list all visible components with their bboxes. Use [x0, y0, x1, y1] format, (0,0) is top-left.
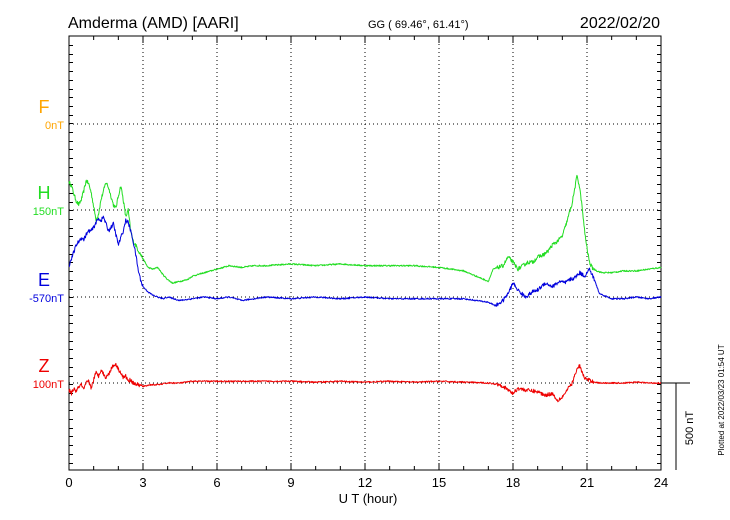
chart-date: 2022/02/20 — [580, 15, 660, 32]
series-letter-z: Z — [39, 356, 50, 376]
series-letter-e: E — [38, 270, 50, 290]
series-letter-f: F — [39, 97, 50, 117]
station-title: Amderma (AMD) [AARI] — [68, 15, 239, 32]
x-tick-label: 21 — [580, 475, 594, 490]
x-tick-label: 12 — [358, 475, 372, 490]
series-layer — [68, 174, 662, 403]
series-offset-h: 150nT — [33, 206, 64, 218]
scale-bar-label: 500 nT — [684, 411, 696, 446]
series-offset-f: 0nT — [45, 120, 64, 132]
x-tick-label: 15 — [432, 475, 446, 490]
series-line-e — [68, 215, 662, 307]
x-tick-label: 18 — [506, 475, 520, 490]
x-tick-label: 0 — [65, 475, 72, 490]
x-axis-label: U T (hour) — [339, 491, 398, 506]
series-line-h — [68, 174, 662, 284]
plotted-at-note: Plotted at 2022/03/23 01:54 UT — [717, 344, 726, 455]
series-letter-h: H — [38, 183, 51, 203]
label-layer: F 0nT H 150nT E -570nT Z 100nT — [29, 97, 64, 391]
series-offset-z: 100nT — [33, 379, 64, 391]
x-tick-label: 6 — [213, 475, 220, 490]
station-coordinates: GG ( 69.46°, 61.41°) — [368, 19, 469, 31]
tick-layer: 0 3 6 9 12 15 18 21 24 — [65, 36, 668, 490]
grid-layer — [69, 36, 661, 470]
x-tick-label: 24 — [654, 475, 668, 490]
series-offset-e: -570nT — [29, 293, 64, 305]
series-line-z — [68, 362, 662, 403]
x-tick-label: 9 — [287, 475, 294, 490]
x-tick-label: 3 — [139, 475, 146, 490]
scale-bar: 500 nT — [661, 382, 696, 470]
